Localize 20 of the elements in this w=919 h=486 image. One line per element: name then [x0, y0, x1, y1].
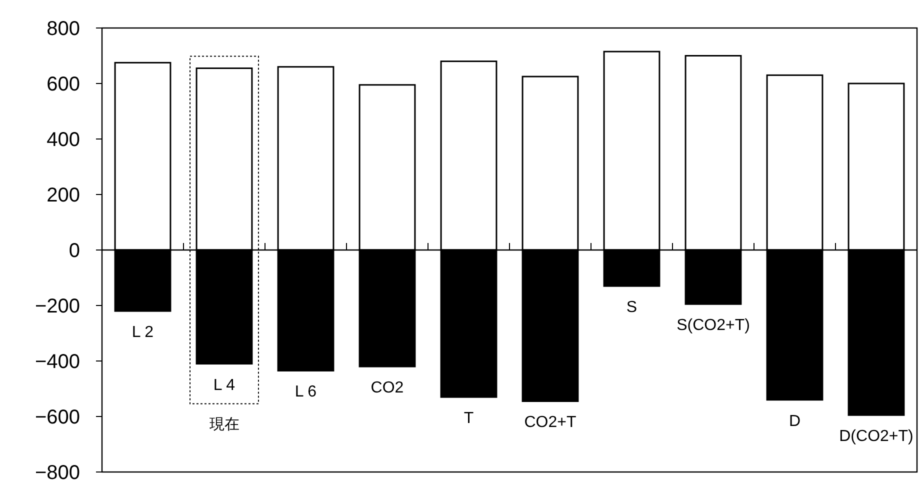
x-tick-label: S: [626, 299, 638, 316]
x-tick-label: L 2: [132, 324, 154, 342]
x-tick-label: S(CO2+T): [676, 317, 750, 334]
y-tick-label: 600: [46, 74, 80, 96]
y-tick-label: 200: [46, 184, 80, 206]
x-tick-label: CO2+T: [524, 414, 576, 432]
y-tick-label: −600: [34, 406, 80, 428]
x-tick-label: D(CO2+T): [839, 428, 914, 446]
y-tick-label: −200: [34, 296, 80, 318]
y-tick-label: −400: [34, 351, 80, 373]
y-tick-label: 0: [68, 240, 80, 262]
x-tick-label: T: [464, 410, 474, 428]
y-tick-label: 800: [46, 18, 80, 40]
annotation: 現在: [209, 416, 240, 433]
y-tick-label: −800: [34, 462, 80, 484]
x-tick-label: D: [788, 412, 801, 430]
y-tick-label: 400: [46, 129, 80, 151]
x-tick-label: L 4: [213, 376, 236, 394]
x-tick-label: CO2: [370, 380, 404, 397]
x-tick-label: L 6: [294, 384, 317, 401]
